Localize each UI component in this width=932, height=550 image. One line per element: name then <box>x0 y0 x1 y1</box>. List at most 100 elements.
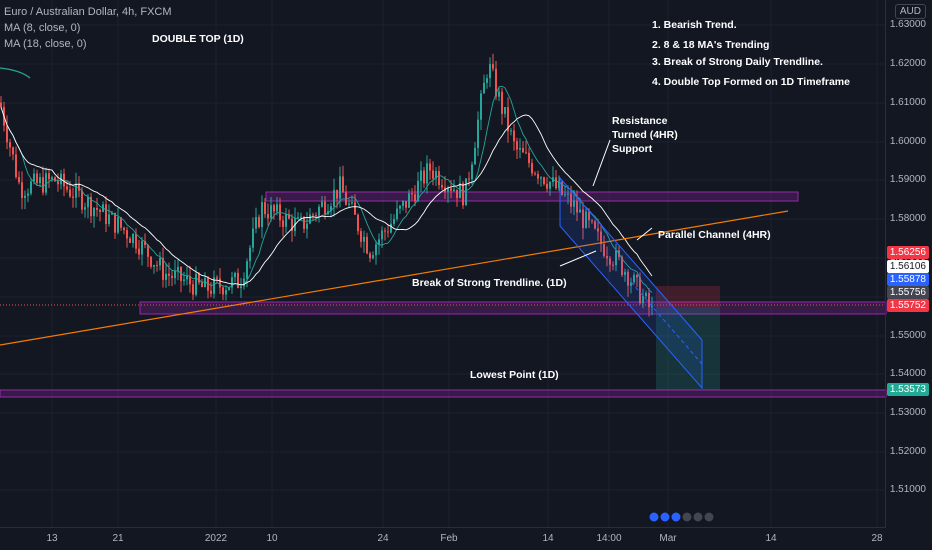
price-label: 1.55756 <box>886 286 929 299</box>
candle-body <box>66 186 68 190</box>
candle-body <box>156 265 158 267</box>
candle-body <box>405 200 407 208</box>
candle-body <box>195 273 197 295</box>
candle-body <box>354 202 356 215</box>
candle-body <box>540 177 542 179</box>
candle-body <box>495 68 497 97</box>
candle-body <box>399 205 401 209</box>
candle-body <box>645 292 647 297</box>
candle-body <box>432 170 434 179</box>
price-tick-label: 1.51000 <box>889 484 926 495</box>
candle-body <box>183 279 185 281</box>
candle-body <box>240 286 242 288</box>
candle-body <box>243 278 245 287</box>
candle-body <box>276 204 278 212</box>
time-tick-label: 13 <box>46 533 58 544</box>
price-tick-label: 1.58000 <box>889 213 926 224</box>
ma-8-line <box>0 85 653 293</box>
candle-body <box>585 211 587 228</box>
candle-body <box>525 152 527 154</box>
candle-body <box>222 287 224 295</box>
resistance-line-3: Support <box>612 143 653 155</box>
take-profit-box <box>656 308 720 390</box>
price-tick-label: 1.55000 <box>889 330 926 341</box>
candle-body <box>252 228 254 248</box>
candle-body <box>141 240 143 255</box>
candle-body <box>12 147 14 155</box>
candle-body <box>393 219 395 224</box>
price-tick-label: 1.54000 <box>889 368 926 379</box>
candle-body <box>249 247 251 262</box>
arc-drawing <box>0 67 31 79</box>
candle-body <box>258 217 260 228</box>
candle-body <box>534 173 536 175</box>
candle-body <box>216 277 218 279</box>
candle-body <box>159 258 161 266</box>
price-tick-label: 1.61000 <box>889 97 926 108</box>
note-2: 2. 8 & 18 MA's Trending <box>652 39 770 51</box>
candle-body <box>21 182 23 198</box>
candle-body <box>546 183 548 189</box>
currency-button[interactable]: AUD <box>894 4 926 19</box>
candle-body <box>489 64 491 79</box>
time-axis[interactable]: 13 21 2022 10 24 Feb 14 14:00 Mar 14 28 <box>0 527 886 550</box>
candle-body <box>273 205 275 212</box>
break-arrow <box>559 250 597 267</box>
zones <box>0 191 887 398</box>
legend-ma-8[interactable]: MA (8, close, 0) <box>4 22 81 34</box>
event-icon <box>648 511 660 523</box>
candle-body <box>579 209 581 213</box>
candle-body <box>342 176 344 193</box>
price-label: 1.55752 <box>886 299 929 312</box>
candle-body <box>426 163 428 184</box>
note-3: 3. Break of Strong Daily Trendline. <box>652 56 823 68</box>
candle-body <box>582 209 584 228</box>
price-tick-label: 1.53000 <box>889 407 926 418</box>
candle-body <box>501 91 503 114</box>
note-4: 4. Double Top Formed on 1D Timeframe <box>652 76 850 88</box>
candle-body <box>81 190 83 210</box>
price-axis[interactable]: AUD 1.63000 1.62000 1.61000 1.60000 1.59000 1… <box>885 0 932 528</box>
candle-body <box>567 193 569 195</box>
candle-body <box>390 223 392 233</box>
candle-body <box>483 82 485 94</box>
channel-arrow <box>636 227 653 241</box>
candle-body <box>606 256 608 259</box>
candle-body <box>303 216 305 229</box>
candle-body <box>357 214 359 232</box>
candle-body <box>459 183 461 199</box>
ma-18-line <box>0 106 653 286</box>
candle-body <box>75 183 77 198</box>
candle-body <box>396 208 398 220</box>
candle-body <box>168 273 170 276</box>
candle-body <box>135 233 137 249</box>
candle-body <box>339 176 341 199</box>
price-label: 1.53573 <box>886 383 929 396</box>
legend-ma-18[interactable]: MA (18, close, 0) <box>4 38 87 50</box>
candle-body <box>369 253 371 259</box>
candle-body <box>411 193 413 195</box>
candle-body <box>450 188 452 191</box>
candle-body <box>180 266 182 281</box>
candle-body <box>474 147 476 165</box>
event-icon <box>659 511 671 523</box>
candle-body <box>267 214 269 219</box>
candle-body <box>78 183 80 191</box>
candle-body <box>516 141 518 150</box>
legend-symbol[interactable]: Euro / Australian Dollar, 4h, FXCM <box>4 6 172 18</box>
time-tick-label: 14 <box>765 533 777 544</box>
lowest-point-label: Lowest Point (1D) <box>470 369 559 381</box>
candle-body <box>510 130 512 132</box>
candle-body <box>363 236 365 242</box>
candle-body <box>414 194 416 202</box>
candle-body <box>171 275 173 278</box>
candle-body <box>108 214 110 224</box>
candle-body <box>630 282 632 286</box>
candle-body <box>420 170 422 181</box>
note-1: 1. Bearish Trend. <box>652 19 737 31</box>
candle-body <box>189 276 191 285</box>
candle-body <box>561 181 563 195</box>
candle-body <box>51 177 53 180</box>
candle-body <box>333 189 335 207</box>
